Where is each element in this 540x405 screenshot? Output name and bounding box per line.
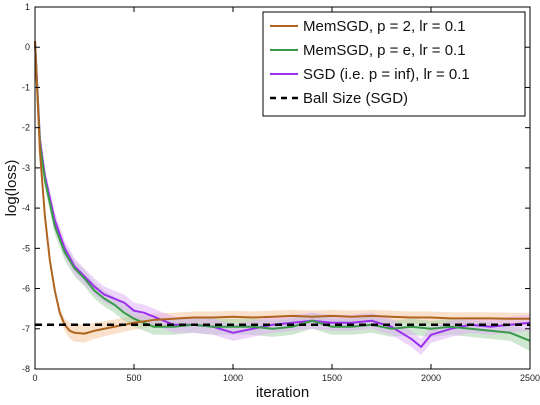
y-tick-label: -8 — [22, 364, 30, 374]
legend-label-memsgd-pe: MemSGD, p = e, lr = 0.1 — [303, 42, 466, 59]
y-tick-label: -2 — [22, 123, 30, 133]
legend: MemSGD, p = 2, lr = 0.1 MemSGD, p = e, l… — [262, 11, 526, 117]
line-series-2 — [34, 41, 531, 348]
x-axis-label: iteration — [256, 384, 309, 401]
y-tick-label: 1 — [25, 2, 30, 12]
legend-label-sgd: SGD (i.e. p = inf), lr = 0.1 — [303, 66, 470, 83]
y-tick-label: -1 — [22, 82, 30, 92]
line-series-0 — [34, 41, 530, 335]
series-lines — [34, 41, 531, 348]
plot-frame — [34, 6, 531, 370]
x-tick-label: 1000 — [223, 373, 243, 383]
x-tick-label: 2000 — [421, 373, 441, 383]
y-tick-label: -7 — [22, 324, 30, 334]
y-tick-label: -3 — [22, 163, 30, 173]
x-tick-label: 500 — [126, 373, 141, 383]
legend-label-memsgd-p2: MemSGD, p = 2, lr = 0.1 — [303, 18, 466, 35]
legend-box — [262, 11, 526, 117]
x-axis-ticks: 0 500 1000 1500 2000 2500 — [32, 7, 540, 383]
y-tick-label: -4 — [22, 203, 30, 213]
legend-label-ball-size: Ball Size (SGD) — [303, 90, 408, 107]
y-tick-label: -6 — [22, 284, 30, 294]
x-tick-label: 2500 — [520, 373, 540, 383]
line-series-1 — [34, 41, 531, 342]
y-tick-label: 0 — [25, 42, 30, 52]
x-tick-label: 0 — [32, 373, 37, 383]
x-tick-label: 1500 — [322, 373, 342, 383]
band-series-2 — [35, 39, 530, 355]
y-axis-label: log(loss) — [3, 160, 20, 217]
confidence-bands — [35, 39, 530, 355]
y-axis-ticks: 1 0 -1 -2 -3 -4 -5 -6 -7 -8 — [22, 2, 530, 374]
y-tick-label: -5 — [22, 243, 30, 253]
